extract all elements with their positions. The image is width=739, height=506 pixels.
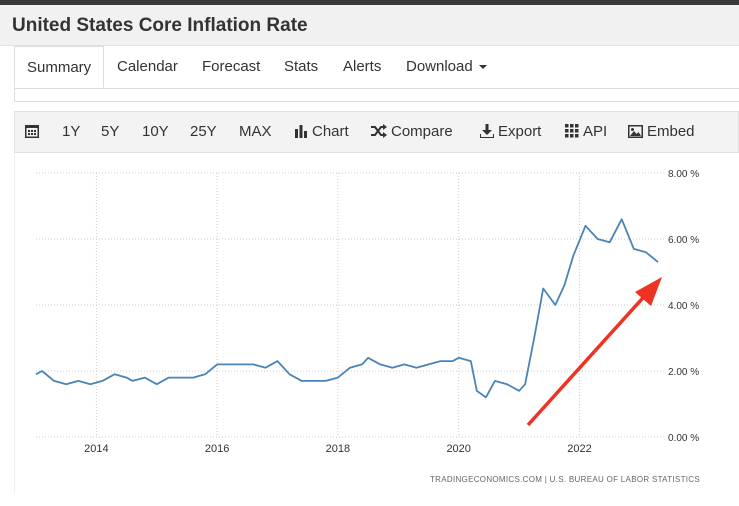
range-10y-button[interactable]: 10Y bbox=[142, 123, 169, 140]
chevron-down-icon bbox=[478, 65, 487, 70]
tab-alerts[interactable]: Alerts bbox=[343, 58, 382, 75]
y-tick-label: 2.00 % bbox=[668, 367, 699, 378]
x-tick-label: 2018 bbox=[326, 443, 350, 455]
tab-download-label: Download bbox=[406, 58, 473, 75]
source-credit: TRADINGECONOMICS.COM | U.S. BUREAU OF LA… bbox=[430, 475, 700, 484]
top-bar bbox=[0, 0, 739, 5]
page-title: United States Core Inflation Rate bbox=[12, 15, 308, 36]
calendar-icon bbox=[25, 125, 39, 138]
arrow-head bbox=[635, 277, 662, 306]
trend-arrow bbox=[526, 277, 662, 427]
export-label: Export bbox=[498, 123, 542, 140]
chart-toolbar: 1Y 5Y 10Y 25Y MAX Chart Compare Export A… bbox=[14, 111, 739, 153]
api-button[interactable]: API bbox=[565, 112, 607, 152]
image-icon bbox=[628, 125, 643, 138]
calendar-button[interactable] bbox=[25, 112, 43, 152]
y-tick-label: 6.00 % bbox=[668, 235, 699, 246]
export-button[interactable]: Export bbox=[479, 112, 542, 152]
arrow-shaft bbox=[526, 288, 652, 427]
y-tick-label: 4.00 % bbox=[668, 301, 699, 312]
tab-stats[interactable]: Stats bbox=[284, 58, 319, 75]
chart-type-label: Chart bbox=[312, 123, 349, 140]
chart-area: 2014 2016 2018 2020 2022 0.00 % 2.00 % 4.00 % 6… bbox=[14, 153, 739, 493]
download-icon bbox=[479, 124, 495, 139]
tab-download[interactable]: Download bbox=[406, 46, 487, 88]
embed-button[interactable]: Embed bbox=[628, 112, 695, 152]
chart-type-button[interactable]: Chart bbox=[294, 112, 349, 152]
compare-label: Compare bbox=[391, 123, 453, 140]
tab-forecast[interactable]: Forecast bbox=[202, 58, 261, 75]
series-line bbox=[35, 218, 659, 399]
embed-label: Embed bbox=[647, 123, 695, 140]
y-tick-label: 8.00 % bbox=[668, 169, 699, 180]
range-25y-button[interactable]: 25Y bbox=[190, 123, 217, 140]
tab-content-panel bbox=[14, 88, 739, 102]
inflation-line-chart: 2014 2016 2018 2020 2022 0.00 % 2.00 % 4.00 % 6… bbox=[14, 153, 700, 493]
page-header: United States Core Inflation Rate bbox=[0, 5, 739, 46]
tab-bar: Summary Calendar Forecast Stats Alerts D… bbox=[14, 46, 739, 89]
api-label: API bbox=[583, 123, 608, 140]
range-5y-button[interactable]: 5Y bbox=[101, 123, 120, 140]
x-tick-label: 2014 bbox=[84, 443, 108, 455]
bar-chart-icon bbox=[295, 125, 307, 138]
x-tick-label: 2022 bbox=[567, 443, 591, 455]
x-tick-label: 2016 bbox=[205, 443, 229, 455]
shuffle-icon bbox=[371, 124, 387, 138]
tab-summary[interactable]: Summary bbox=[14, 46, 105, 88]
tab-calendar[interactable]: Calendar bbox=[117, 58, 178, 75]
grid-icon bbox=[565, 124, 579, 138]
range-max-button[interactable]: MAX bbox=[239, 123, 272, 140]
compare-button[interactable]: Compare bbox=[371, 112, 453, 152]
range-1y-button[interactable]: 1Y bbox=[62, 123, 81, 140]
x-tick-label: 2020 bbox=[446, 443, 470, 455]
y-tick-label: 0.00 % bbox=[668, 433, 699, 444]
